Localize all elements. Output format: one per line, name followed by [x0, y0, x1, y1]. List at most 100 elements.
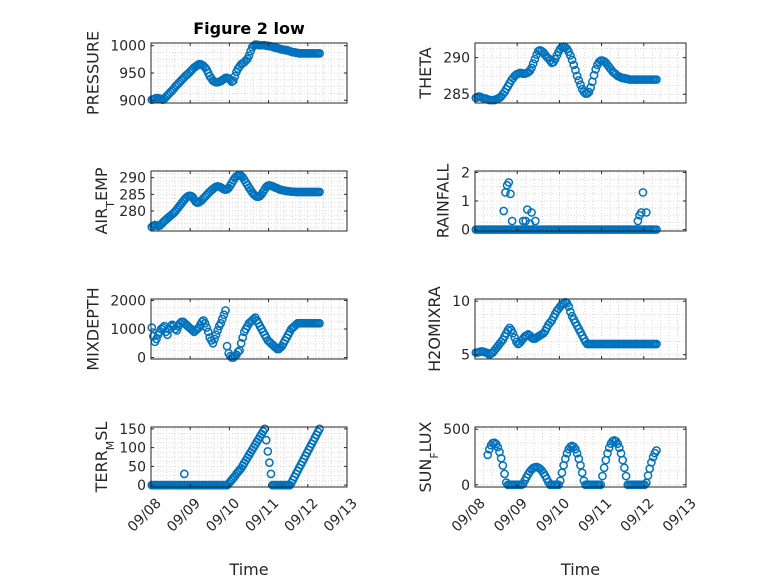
data-point [572, 71, 582, 81]
data-point [555, 476, 565, 486]
data-point [208, 338, 218, 348]
data-point [620, 463, 629, 473]
y-tick-label: 10 [452, 294, 470, 310]
y-tick-label: 950 [119, 66, 146, 82]
subplot-6: 5 10 H2OMIXRA [425, 286, 687, 372]
data-point [604, 443, 614, 453]
data-point [652, 75, 661, 84]
data-point [506, 189, 515, 199]
data-point [641, 208, 651, 217]
data-point [510, 333, 520, 342]
data-point [263, 447, 273, 456]
data-point [525, 219, 535, 229]
y-tick-label: 500 [443, 422, 470, 438]
data-point [507, 216, 517, 226]
data-point [236, 338, 246, 348]
data-point [589, 70, 599, 80]
data-point [217, 314, 227, 324]
data-point [172, 326, 182, 335]
data-point [640, 480, 649, 490]
data-point [569, 60, 579, 70]
subplot-8: 0 500 09/08 09/09 09/10 09/11 09/12 09/13 SUNFLU… [416, 421, 700, 579]
x-tick-label: 09/10 [533, 495, 573, 535]
y-tick-label: 2 [461, 165, 470, 181]
data-point [530, 54, 540, 64]
data-point [576, 80, 585, 90]
subplot-4: 0 1 2 RAINFALL [433, 164, 687, 239]
y-tick-label: 1 [461, 194, 470, 210]
y-axis-label: RAINFALL [433, 164, 452, 239]
data-point [577, 468, 587, 478]
data-point [574, 75, 584, 85]
x-tick-label: 09/09 [491, 495, 531, 535]
y-tick-label: 285 [443, 87, 470, 103]
data-point [147, 323, 157, 332]
data-point [554, 480, 563, 490]
x-tick-label: 09/10 [203, 495, 243, 535]
data-point [265, 458, 274, 467]
data-point [238, 333, 248, 342]
data-point [211, 330, 221, 340]
x-axis-label: Time [228, 560, 268, 579]
y-axis-label: AIRTEMP [92, 167, 117, 234]
data-point [498, 461, 508, 470]
data-point [584, 87, 594, 97]
data-point [636, 208, 646, 217]
y-tick-label: 290 [443, 51, 470, 67]
y-axis-label: THETA [416, 47, 435, 99]
y-axis-label: MIXDEPTH [84, 287, 103, 370]
y-tick-label: 150 [119, 422, 146, 438]
x-axis-label: Time [560, 560, 600, 579]
data-point [638, 188, 648, 197]
data-point [152, 334, 161, 344]
y-axis-label: H2OMIXRA [425, 286, 444, 372]
data-point [504, 178, 514, 187]
data-point [216, 318, 226, 328]
y-tick-label: 280 [119, 204, 146, 220]
data-point [652, 446, 661, 455]
data-point [500, 469, 509, 479]
data-point [200, 318, 210, 328]
data-point [210, 334, 219, 344]
data-point [499, 206, 509, 216]
x-tick-label: 09/11 [576, 495, 616, 535]
data-point [315, 187, 324, 197]
data-point [203, 327, 213, 337]
data-point [647, 458, 656, 467]
y-axis-label: TERRMSL [92, 422, 117, 494]
data-point [614, 443, 624, 453]
data-point [571, 65, 580, 75]
y-tick-label: 2000 [110, 293, 146, 309]
data-point [598, 471, 607, 481]
axes-box [474, 426, 687, 488]
data-point [315, 424, 324, 434]
data-point [571, 444, 580, 454]
x-tick-label: 09/08 [125, 495, 165, 535]
subplot-5: 0 1000 2000 MIXDEPTH [84, 287, 348, 371]
y-tick-label: 100 [119, 441, 146, 457]
x-tick-label: 09/08 [449, 495, 489, 535]
data-point [586, 83, 595, 92]
data-point [483, 450, 493, 460]
data-point [219, 310, 229, 320]
data-point [603, 448, 612, 458]
data-point [527, 63, 536, 73]
data-point [567, 55, 577, 65]
y-tick-label: 0 [461, 223, 470, 239]
x-tick-label: 09/12 [618, 495, 658, 535]
data-point [613, 439, 622, 449]
subplot-1: 900 950 1000 PRESSURE Figure 2 low [84, 19, 348, 115]
y-tick-label: 0 [137, 351, 146, 367]
data-point [315, 49, 324, 58]
data-point [228, 76, 238, 85]
y-tick-label: 50 [128, 459, 146, 475]
y-axis-label: PRESSURE [84, 31, 103, 115]
data-point [266, 469, 276, 479]
data-point [566, 307, 575, 317]
y-tick-label: 0 [137, 478, 146, 494]
x-tick-label: 09/09 [164, 495, 204, 535]
data-point [230, 71, 240, 81]
